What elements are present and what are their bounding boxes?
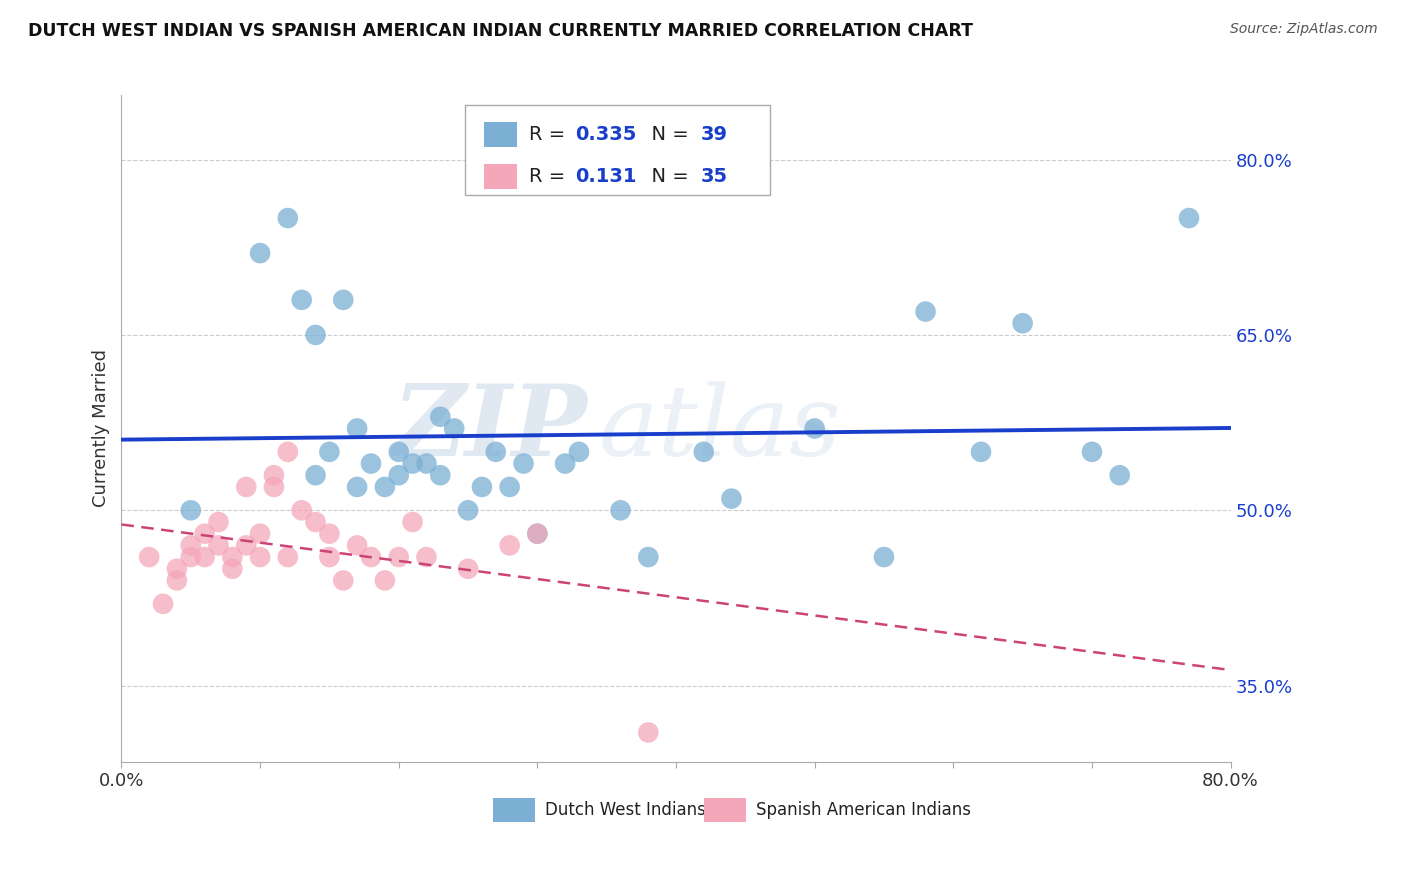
Point <box>526 526 548 541</box>
Point <box>401 457 423 471</box>
Point <box>637 550 659 565</box>
Text: R =: R = <box>529 125 571 145</box>
Point <box>346 538 368 552</box>
Text: Source: ZipAtlas.com: Source: ZipAtlas.com <box>1230 22 1378 37</box>
Point <box>415 457 437 471</box>
Point <box>346 480 368 494</box>
Point <box>138 550 160 565</box>
Point <box>498 480 520 494</box>
Point <box>291 293 314 307</box>
Point <box>388 468 411 483</box>
Point <box>970 445 993 459</box>
Text: N =: N = <box>640 125 696 145</box>
Point <box>803 421 825 435</box>
Point <box>263 468 285 483</box>
Point <box>1108 468 1130 483</box>
Point <box>180 550 202 565</box>
Point <box>235 538 257 552</box>
Text: Dutch West Indians: Dutch West Indians <box>546 801 706 819</box>
Point <box>637 725 659 739</box>
Point <box>554 457 576 471</box>
Point <box>180 503 202 517</box>
Text: R =: R = <box>529 167 578 186</box>
Point <box>166 562 188 576</box>
Point <box>1011 316 1033 330</box>
Point <box>249 246 271 260</box>
Point <box>332 293 354 307</box>
Point <box>401 515 423 529</box>
Text: 35: 35 <box>700 167 727 186</box>
Bar <box>484 122 517 147</box>
Point <box>1178 211 1201 225</box>
Point <box>194 526 217 541</box>
Point <box>277 445 299 459</box>
Point <box>512 457 534 471</box>
Point <box>277 550 299 565</box>
Point <box>360 550 382 565</box>
Point <box>180 538 202 552</box>
Bar <box>704 797 747 822</box>
Point <box>360 457 382 471</box>
Point <box>443 421 465 435</box>
Text: ZIP: ZIP <box>392 380 588 476</box>
Point <box>415 550 437 565</box>
Point <box>526 526 548 541</box>
Point <box>693 445 716 459</box>
Bar <box>494 797 536 822</box>
Point <box>388 550 411 565</box>
Point <box>235 480 257 494</box>
Text: DUTCH WEST INDIAN VS SPANISH AMERICAN INDIAN CURRENTLY MARRIED CORRELATION CHART: DUTCH WEST INDIAN VS SPANISH AMERICAN IN… <box>28 22 973 40</box>
Text: N =: N = <box>640 167 696 186</box>
Point <box>388 445 411 459</box>
Point <box>249 526 271 541</box>
Text: Spanish American Indians: Spanish American Indians <box>756 801 972 819</box>
Point <box>568 445 591 459</box>
Point <box>152 597 174 611</box>
Point <box>457 503 479 517</box>
Point <box>304 468 326 483</box>
Point <box>291 503 314 517</box>
Point <box>221 550 243 565</box>
Point <box>609 503 631 517</box>
Point <box>346 421 368 435</box>
Point <box>249 550 271 565</box>
Y-axis label: Currently Married: Currently Married <box>93 350 110 508</box>
Point <box>318 526 340 541</box>
Point <box>457 562 479 576</box>
Text: atlas: atlas <box>599 381 841 476</box>
Point <box>332 574 354 588</box>
Point <box>374 574 396 588</box>
Point <box>873 550 896 565</box>
Text: 0.131: 0.131 <box>575 167 637 186</box>
Point <box>194 550 217 565</box>
Point <box>429 468 451 483</box>
Point <box>720 491 742 506</box>
Point <box>374 480 396 494</box>
Point <box>914 304 936 318</box>
Point <box>166 574 188 588</box>
Point <box>485 445 508 459</box>
Point <box>207 538 229 552</box>
Point <box>221 562 243 576</box>
Point <box>429 409 451 424</box>
Point <box>207 515 229 529</box>
Point <box>1081 445 1104 459</box>
Text: 0.335: 0.335 <box>575 125 637 145</box>
Point <box>471 480 494 494</box>
FancyBboxPatch shape <box>465 105 770 195</box>
Point <box>318 445 340 459</box>
Point <box>304 327 326 342</box>
Point <box>498 538 520 552</box>
Point <box>318 550 340 565</box>
Point <box>263 480 285 494</box>
Text: 39: 39 <box>700 125 727 145</box>
Bar <box>484 164 517 189</box>
Point <box>277 211 299 225</box>
Point <box>304 515 326 529</box>
